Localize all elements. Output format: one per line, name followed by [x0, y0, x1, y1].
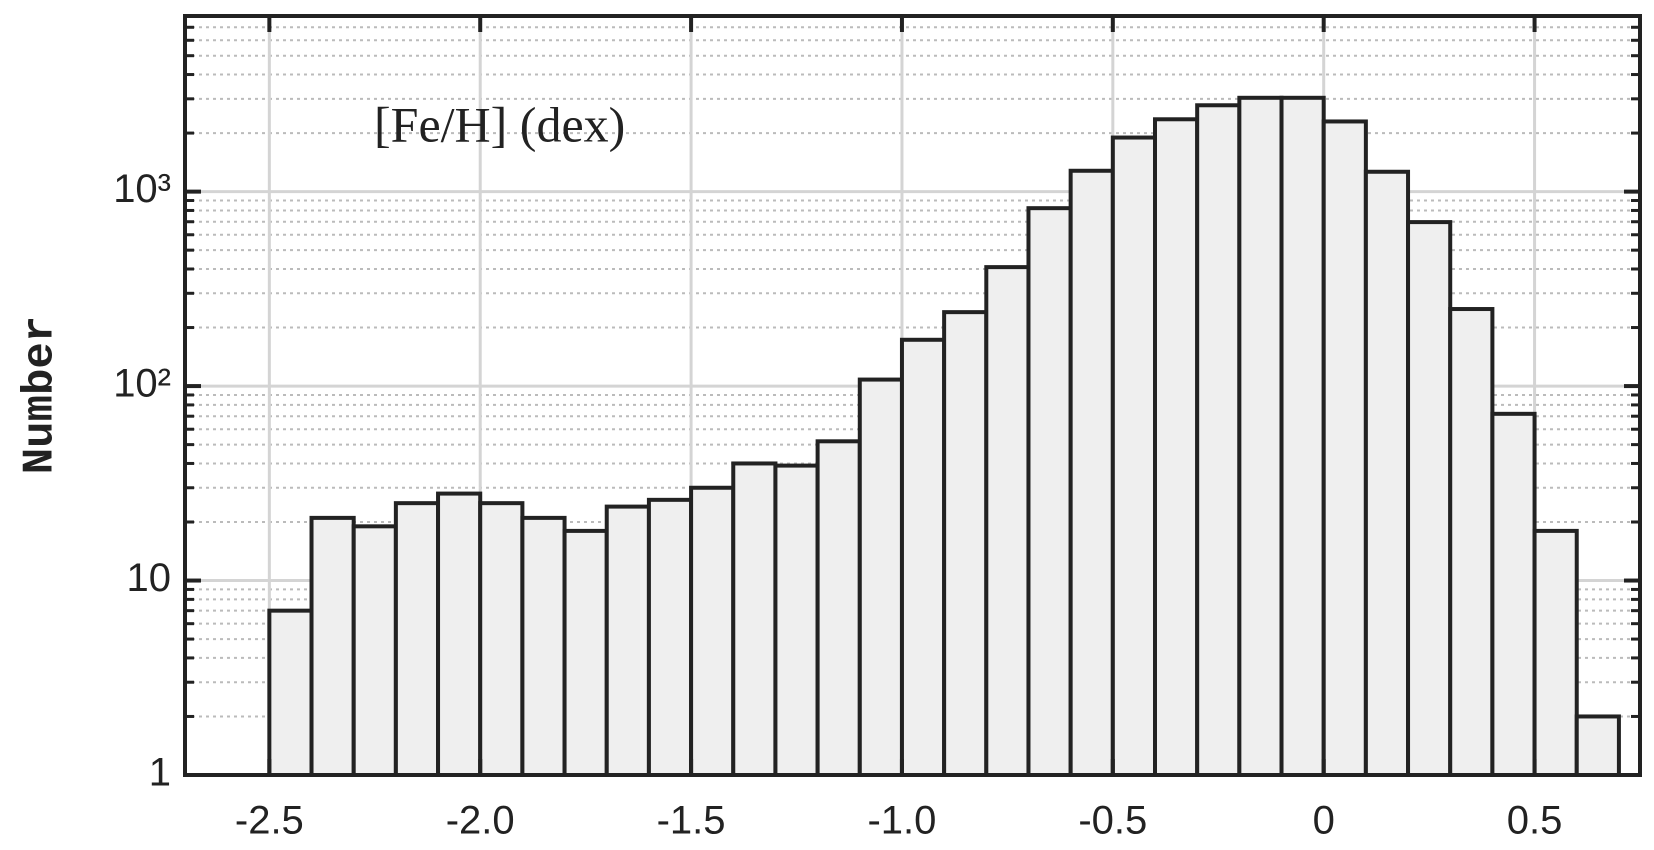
axes: 1 10 10² 10³ -2.5 -2.0 -1.5 -1.0 -0.5 0 0.5	[113, 14, 1642, 843]
bar	[351, 524, 398, 778]
bar	[1574, 714, 1621, 777]
bars	[267, 95, 1621, 778]
y-tick-label: 10³	[113, 167, 171, 211]
y-tick-label: 1	[149, 751, 171, 795]
bar	[1068, 168, 1115, 777]
y-tick-label: 10	[127, 556, 172, 600]
bar	[1448, 307, 1495, 777]
bar	[731, 461, 778, 777]
bar	[1026, 206, 1073, 777]
bar	[1532, 528, 1579, 778]
bar	[899, 337, 947, 777]
plot-frame	[183, 14, 1642, 777]
bar	[1110, 135, 1157, 777]
bar	[1153, 117, 1200, 778]
bar	[857, 377, 904, 777]
bar	[773, 463, 820, 777]
bar	[436, 491, 483, 777]
bar	[1363, 169, 1411, 777]
x-tick-label: 0	[1313, 799, 1335, 843]
bar	[1195, 103, 1242, 777]
bar	[1279, 95, 1326, 778]
bar	[267, 608, 314, 777]
bar	[689, 485, 736, 777]
bar	[984, 265, 1031, 777]
bar	[815, 439, 862, 777]
bar	[562, 528, 609, 778]
bar	[1237, 95, 1284, 778]
bar	[604, 504, 651, 777]
y-axis-label: Number	[16, 316, 66, 474]
x-tick-label: -2.0	[446, 799, 515, 843]
bar	[1490, 411, 1537, 777]
bar	[520, 515, 567, 778]
x-tick-label: -2.5	[235, 799, 304, 843]
annotation: [Fe/H] (dex)	[374, 96, 625, 152]
bar	[1406, 220, 1453, 778]
bar	[478, 501, 525, 777]
bar	[1321, 119, 1368, 778]
x-tick-label: -0.5	[1078, 799, 1147, 843]
bar	[393, 501, 441, 777]
bar	[646, 497, 694, 777]
x-tick-label: -1.5	[657, 799, 726, 843]
bar	[309, 515, 356, 778]
y-tick-label: 10²	[113, 362, 171, 406]
bar	[942, 310, 989, 777]
x-tick-label: -1.0	[867, 799, 936, 843]
x-tick-label: 0.5	[1507, 799, 1563, 843]
